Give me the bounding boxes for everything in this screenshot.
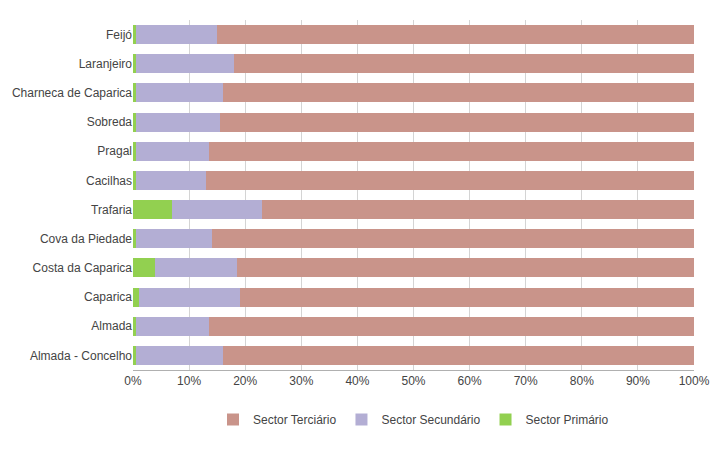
svg-text:Trafaria: Trafaria (91, 203, 132, 217)
svg-text:90%: 90% (626, 374, 650, 388)
svg-text:Feijó: Feijó (106, 28, 132, 42)
svg-text:Almada: Almada (91, 319, 132, 333)
svg-text:Sobreda: Sobreda (87, 115, 133, 129)
svg-text:Cacilhas: Cacilhas (86, 174, 132, 188)
svg-text:Almada - Concelho: Almada - Concelho (30, 349, 132, 363)
svg-text:50%: 50% (401, 374, 425, 388)
svg-text:Cova da Piedade: Cova da Piedade (40, 232, 132, 246)
svg-text:Charneca de Caparica: Charneca de Caparica (12, 86, 132, 100)
svg-text:40%: 40% (345, 374, 369, 388)
svg-text:Sector Primário: Sector Primário (526, 413, 609, 427)
svg-text:60%: 60% (458, 374, 482, 388)
svg-text:Caparica: Caparica (84, 290, 132, 304)
svg-text:0%: 0% (124, 374, 142, 388)
svg-text:10%: 10% (177, 374, 201, 388)
svg-text:80%: 80% (570, 374, 594, 388)
svg-text:30%: 30% (289, 374, 313, 388)
svg-text:Sector Secundário: Sector Secundário (381, 413, 480, 427)
svg-text:100%: 100% (679, 374, 710, 388)
svg-text:Costa da Caparica: Costa da Caparica (33, 261, 133, 275)
svg-text:Laranjeiro: Laranjeiro (79, 57, 133, 71)
svg-text:20%: 20% (233, 374, 257, 388)
svg-text:Pragal: Pragal (97, 144, 132, 158)
svg-text:70%: 70% (514, 374, 538, 388)
svg-text:Sector Terciário: Sector Terciário (253, 413, 336, 427)
